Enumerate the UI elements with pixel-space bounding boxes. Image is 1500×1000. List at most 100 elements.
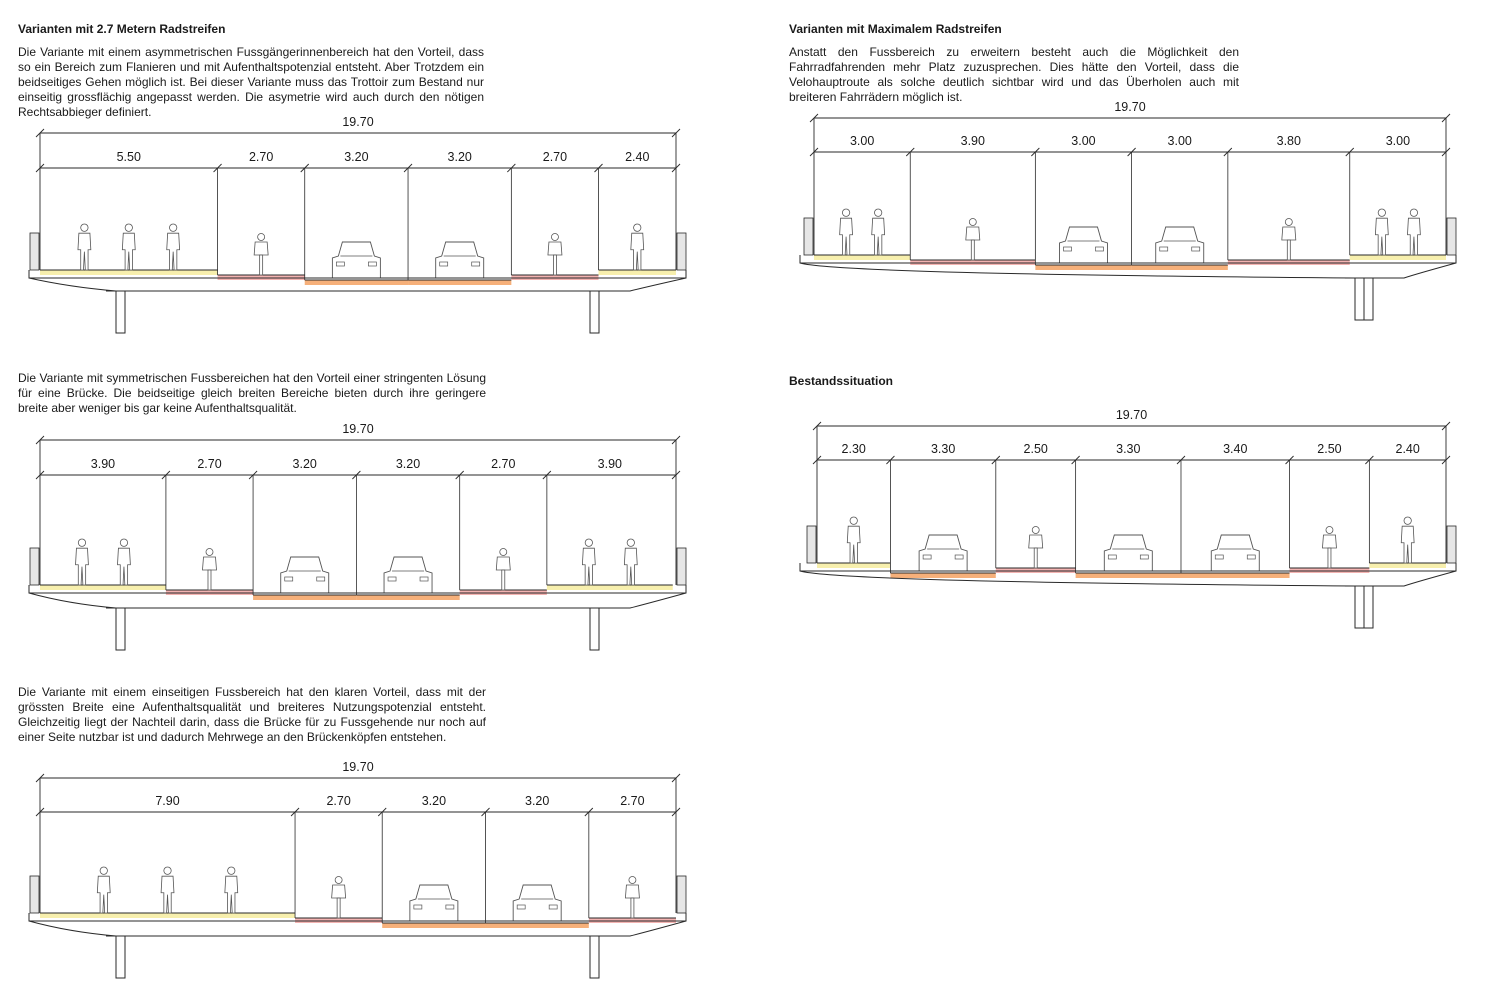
car-surface <box>382 923 486 928</box>
section-a-description: Die Variante mit einem asymmetrischen Fu… <box>18 45 484 119</box>
deck-underside <box>799 262 1457 279</box>
cyclist-icon <box>965 218 981 261</box>
car-surface <box>304 280 409 285</box>
dimension-tick <box>809 147 819 157</box>
deck-slab-outline <box>28 585 687 594</box>
foot-surface <box>814 255 911 260</box>
segment-width-label: 3.90 <box>91 457 115 471</box>
foot-surface <box>40 270 218 275</box>
segment-width-label: 3.20 <box>422 794 446 808</box>
railing-right <box>1446 217 1457 256</box>
segment-width-label: 3.00 <box>850 134 874 148</box>
car-surface <box>1131 265 1228 270</box>
section-b-text: Die Variante mit symmetrischen Fussberei… <box>18 371 486 416</box>
pedestrian-icon <box>871 208 886 256</box>
pedestrian-icon <box>166 223 181 271</box>
segment-width-label: 3.80 <box>1277 134 1301 148</box>
foot-surface <box>1349 255 1446 260</box>
segment-width-label: 3.40 <box>1223 442 1247 456</box>
pier-left <box>115 290 126 334</box>
section-c-text: Die Variante mit einem einseitigen Fussb… <box>18 685 486 745</box>
pedestrian-icon <box>1400 516 1415 564</box>
cyclist-icon <box>331 876 347 919</box>
segment-width-label: 2.50 <box>1317 442 1341 456</box>
segment-width-label: 2.40 <box>1396 442 1420 456</box>
dimension-tick <box>671 807 681 817</box>
segment-width-label: 3.90 <box>598 457 622 471</box>
pedestrian-icon <box>1407 208 1421 256</box>
cyclist-icon <box>1322 526 1337 569</box>
segment-width-label: 2.30 <box>842 442 866 456</box>
pedestrian-icon <box>623 538 638 586</box>
deck-slab-outline <box>28 270 687 279</box>
pier-right <box>589 607 600 651</box>
railing-right <box>676 232 687 271</box>
railing-left <box>29 875 40 914</box>
dimension-tick <box>35 470 45 480</box>
car-icon <box>1059 226 1108 264</box>
pedestrian-icon <box>121 223 136 271</box>
pier-left <box>115 935 126 979</box>
pier-right <box>1363 277 1374 321</box>
section-d-title: Varianten mit Maximalem Radstreifen <box>789 22 1002 36</box>
car-icon <box>1155 226 1205 264</box>
segment-width-label: 2.50 <box>1024 442 1048 456</box>
pedestrian-icon <box>77 223 92 271</box>
car-surface <box>1075 573 1181 578</box>
cyclist-icon <box>495 548 511 591</box>
pedestrian-icon <box>96 866 111 914</box>
pedestrian-icon <box>160 866 175 914</box>
railing-left <box>806 525 817 564</box>
section-e-text: Bestandssituation <box>789 374 1239 397</box>
pier-left <box>1354 585 1365 629</box>
pedestrian-icon <box>846 516 861 564</box>
pedestrian-icon <box>839 208 853 256</box>
segment-width-label: 3.00 <box>1071 134 1095 148</box>
segment-width-label: 5.50 <box>117 150 141 164</box>
railing-left <box>29 232 40 271</box>
dimension-tick <box>35 163 45 173</box>
segment-width-label: 2.70 <box>543 150 567 164</box>
segment-width-label: 2.70 <box>197 457 221 471</box>
pedestrian-icon <box>630 223 645 271</box>
foot-surface <box>40 913 296 918</box>
foot-surface <box>546 585 673 590</box>
dimension-tick <box>35 807 45 817</box>
railing-left <box>29 547 40 586</box>
pedestrian-icon <box>581 538 596 586</box>
segment-width-label: 2.40 <box>625 150 649 164</box>
segment-width-label: 3.20 <box>293 457 317 471</box>
pier-right <box>589 935 600 979</box>
car-icon <box>409 884 459 922</box>
pier-right <box>1363 585 1374 629</box>
segment-width-label: 3.20 <box>396 457 420 471</box>
deck-slab-outline <box>28 913 687 922</box>
car-icon <box>331 241 381 279</box>
segment-width-label: 3.20 <box>344 150 368 164</box>
car-icon <box>1210 534 1260 572</box>
railing-right <box>676 875 687 914</box>
car-icon <box>280 556 330 594</box>
car-surface <box>408 280 512 285</box>
car-icon <box>435 241 485 279</box>
segment-width-label: 3.00 <box>1386 134 1410 148</box>
deck-underside <box>799 570 1457 587</box>
total-width-label: 19.70 <box>342 422 373 436</box>
foot-surface <box>40 585 166 590</box>
cyclist-icon <box>202 548 217 591</box>
segment-width-label: 3.30 <box>931 442 955 456</box>
pedestrian-icon <box>75 538 89 586</box>
cyclist-icon <box>547 233 563 276</box>
dimension-tick <box>812 455 822 465</box>
deck-slab-outline <box>799 563 1457 572</box>
foot-surface <box>817 563 891 568</box>
total-width-label: 19.70 <box>1114 100 1145 114</box>
total-width-label: 19.70 <box>342 115 373 129</box>
section-d-description: Anstatt den Fussbereich zu erweitern bes… <box>789 45 1239 104</box>
cyclist-icon <box>624 876 640 919</box>
car-icon <box>383 556 433 594</box>
car-icon <box>512 884 562 922</box>
